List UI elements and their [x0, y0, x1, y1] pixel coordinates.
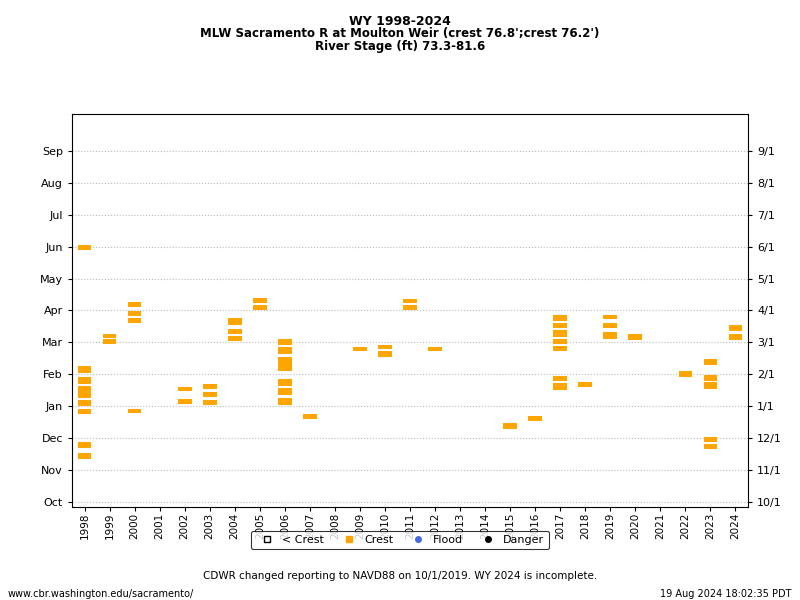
- Bar: [554, 331, 567, 337]
- Bar: [78, 452, 91, 459]
- Bar: [253, 305, 266, 310]
- Bar: [703, 375, 718, 381]
- Bar: [203, 384, 217, 389]
- Bar: [603, 323, 617, 328]
- Bar: [78, 367, 91, 373]
- Bar: [178, 400, 191, 404]
- Bar: [554, 323, 567, 328]
- Bar: [203, 400, 217, 405]
- Text: WY 1998-2024: WY 1998-2024: [349, 15, 451, 28]
- Bar: [578, 382, 592, 387]
- Bar: [278, 357, 292, 371]
- Bar: [203, 392, 217, 397]
- Bar: [403, 305, 417, 310]
- Bar: [303, 415, 317, 419]
- Bar: [554, 346, 567, 352]
- Text: River Stage (ft) 73.3-81.6: River Stage (ft) 73.3-81.6: [315, 40, 485, 53]
- Text: 19 Aug 2024 18:02:35 PDT: 19 Aug 2024 18:02:35 PDT: [661, 589, 792, 599]
- Bar: [528, 416, 542, 421]
- Bar: [178, 386, 191, 391]
- Bar: [228, 336, 242, 341]
- Bar: [729, 325, 742, 331]
- Bar: [603, 314, 617, 319]
- Bar: [278, 388, 292, 395]
- Bar: [278, 338, 292, 345]
- Bar: [629, 334, 642, 340]
- Bar: [603, 332, 617, 339]
- Bar: [78, 400, 91, 406]
- Bar: [128, 409, 142, 413]
- Text: MLW Sacramento R at Moulton Weir (crest 76.8';crest 76.2'): MLW Sacramento R at Moulton Weir (crest …: [200, 27, 600, 40]
- Bar: [78, 386, 91, 398]
- Bar: [278, 398, 292, 405]
- Bar: [78, 377, 91, 384]
- Bar: [253, 298, 266, 302]
- Bar: [102, 339, 117, 344]
- Text: CDWR changed reporting to NAVD88 on 10/1/2019. WY 2024 is incomplete.: CDWR changed reporting to NAVD88 on 10/1…: [203, 571, 597, 581]
- Bar: [554, 376, 567, 382]
- Bar: [378, 352, 392, 357]
- Bar: [378, 344, 392, 349]
- Bar: [703, 444, 718, 449]
- Bar: [102, 334, 117, 338]
- Bar: [729, 334, 742, 340]
- Bar: [128, 409, 142, 413]
- Bar: [278, 379, 292, 386]
- Bar: [278, 347, 292, 353]
- Bar: [228, 329, 242, 334]
- Bar: [128, 318, 142, 323]
- Bar: [403, 299, 417, 304]
- Legend: < Crest, Crest, Flood, Danger: < Crest, Crest, Flood, Danger: [251, 530, 549, 550]
- Bar: [703, 437, 718, 442]
- Bar: [78, 245, 91, 250]
- Text: www.cbr.washington.edu/sacramento/: www.cbr.washington.edu/sacramento/: [8, 589, 194, 599]
- Bar: [353, 347, 367, 352]
- Bar: [678, 371, 692, 377]
- Bar: [554, 383, 567, 391]
- Bar: [554, 338, 567, 344]
- Bar: [703, 359, 718, 365]
- Bar: [503, 423, 517, 430]
- Bar: [78, 409, 91, 415]
- Bar: [228, 319, 242, 325]
- Bar: [128, 311, 142, 316]
- Bar: [554, 315, 567, 321]
- Bar: [128, 302, 142, 307]
- Bar: [428, 347, 442, 352]
- Bar: [703, 382, 718, 389]
- Bar: [78, 442, 91, 448]
